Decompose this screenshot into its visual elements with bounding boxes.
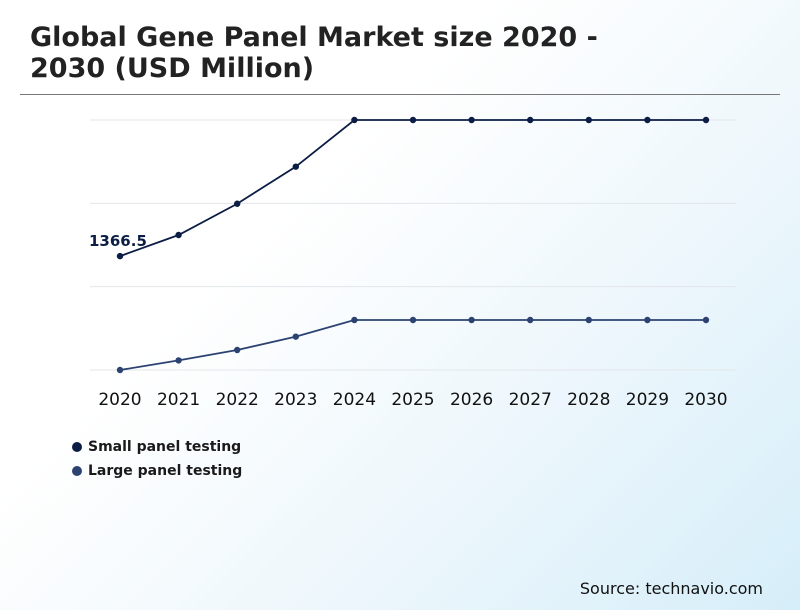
- data-point-s0-2025: [409, 116, 417, 124]
- x-tick-label-2020: 2020: [98, 390, 141, 410]
- data-point-s0-2028: [585, 116, 592, 124]
- x-tick-label-2026: 2026: [450, 390, 493, 410]
- x-tick-label-2028: 2028: [567, 390, 610, 410]
- legend-marker-large-panel: [72, 466, 82, 476]
- data-point-s0-2026: [468, 116, 475, 124]
- data-point-s0-2022: [234, 200, 241, 207]
- data-point-s1-2022: [234, 346, 241, 354]
- data-point-s0-2030: [702, 116, 710, 124]
- legend: Small panel testing Large panel testing: [72, 435, 242, 483]
- data-point-s1-2023: [292, 333, 299, 340]
- legend-label-large-panel: Large panel testing: [88, 463, 243, 479]
- data-point-s1-2020: [116, 366, 124, 374]
- x-tick-label-2021: 2021: [157, 390, 200, 410]
- data-point-s1-2025: [409, 316, 417, 324]
- x-tick-label-2030: 2030: [684, 390, 727, 410]
- legend-item-small-panel: Small panel testing: [72, 435, 242, 459]
- data-point-s0-2020: [116, 252, 124, 260]
- annotations: 1366.5: [89, 232, 147, 250]
- gridlines: [90, 119, 736, 371]
- x-tick-label-2024: 2024: [333, 390, 376, 410]
- data-point-s0-2024: [351, 116, 358, 124]
- data-point-s1-2029: [644, 316, 651, 324]
- x-tick-label-2029: 2029: [626, 390, 669, 410]
- x-tick-label-2027: 2027: [509, 390, 552, 410]
- data-point-s1-2021: [175, 357, 182, 364]
- x-tick-label-2022: 2022: [216, 390, 259, 410]
- series-lines: [116, 116, 710, 374]
- chart-title: Global Gene Panel Market size 2020 - 203…: [30, 22, 598, 84]
- x-tick-label-2023: 2023: [274, 390, 317, 410]
- data-point-s1-2027: [527, 316, 534, 324]
- data-point-s0-2021: [175, 231, 182, 239]
- data-point-s1-2028: [585, 316, 592, 324]
- legend-item-large-panel: Large panel testing: [72, 459, 242, 483]
- data-point-s0-2029: [644, 116, 651, 124]
- source-credit: Source: technavio.com: [579, 579, 763, 598]
- data-point-s1-2026: [468, 316, 475, 324]
- data-point-s1-2024: [351, 316, 358, 324]
- x-tick-label-2025: 2025: [391, 390, 434, 410]
- series-line-0: [119, 119, 706, 257]
- data-point-s0-2023: [292, 163, 299, 170]
- legend-marker-small-panel: [72, 442, 82, 452]
- legend-label-small-panel: Small panel testing: [88, 439, 242, 455]
- series-line-1: [119, 319, 706, 371]
- x-axis-ticks: 2020 2021 2022 2023 2024 2025 2026 2027 2028 2029…: [98, 390, 727, 410]
- title-divider: [20, 94, 780, 95]
- data-label-0: 1366.5: [89, 232, 147, 250]
- data-point-s1-2030: [702, 316, 710, 324]
- data-point-s0-2027: [527, 116, 534, 124]
